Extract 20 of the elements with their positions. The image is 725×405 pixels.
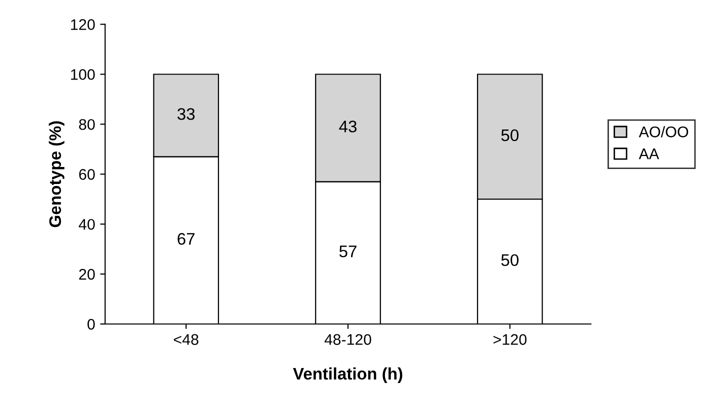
- y-axis-title: Genotype (%): [48, 121, 64, 228]
- data-label: 50: [501, 129, 519, 142]
- x-tick-label: <48: [174, 334, 198, 345]
- y-tick-label: 60: [79, 169, 95, 180]
- data-label: 33: [177, 108, 195, 120]
- legend-label: AA: [638, 148, 660, 160]
- y-tick-label: 100: [71, 69, 95, 80]
- x-tick-label: >120: [493, 334, 527, 345]
- y-tick-label: 120: [71, 19, 95, 30]
- data-label: 57: [339, 246, 356, 258]
- x-axis-title: Ventilation (h): [293, 367, 402, 383]
- y-tick-label: 20: [79, 268, 95, 280]
- y-tick-label: 80: [79, 119, 95, 130]
- y-tick-label: 40: [78, 218, 95, 230]
- data-label: 50: [501, 254, 519, 266]
- y-tick-label: 0: [88, 318, 95, 330]
- data-label: 67: [178, 233, 195, 245]
- x-tick-label: 48-120: [324, 334, 372, 345]
- legend-label: AO/OO: [638, 126, 688, 138]
- data-label: 43: [339, 120, 357, 132]
